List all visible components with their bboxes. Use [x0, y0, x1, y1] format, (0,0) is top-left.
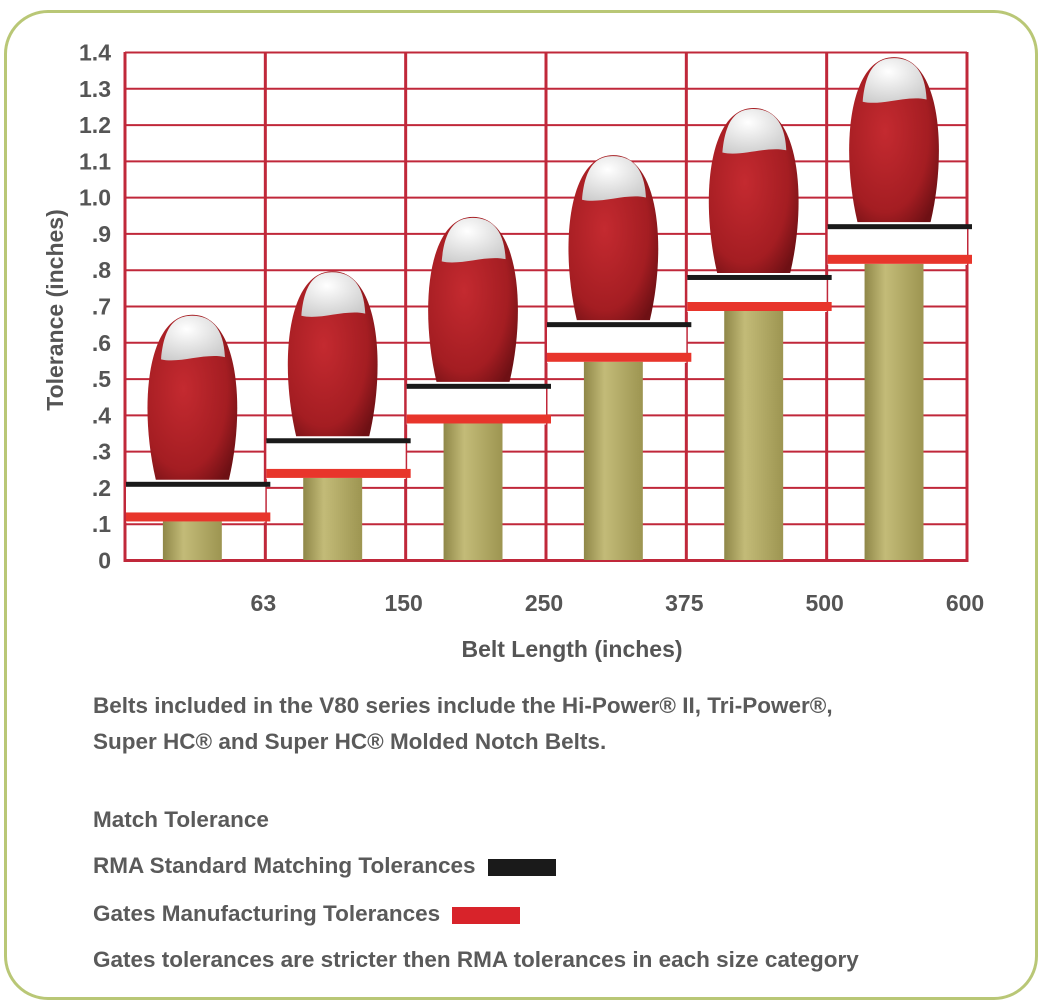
- x-axis-label: Belt Length (inches): [461, 636, 682, 662]
- match-tolerance-text: Match Tolerance: [93, 807, 269, 832]
- gates-tolerance-line: [547, 352, 692, 362]
- chart-notes: Belts included in the V80 series include…: [93, 688, 1023, 972]
- gates-tolerance-line: [126, 512, 271, 522]
- series-description: Belts included in the V80 series include…: [93, 688, 1023, 760]
- belt-bulb-tip: [441, 217, 506, 263]
- legend-gates-swatch: [452, 906, 521, 924]
- y-tick-label: .8: [92, 257, 111, 283]
- y-tick-label: 1.2: [79, 112, 111, 138]
- gates-tolerance-line: [827, 254, 972, 264]
- description-line-2: Super HC® and Super HC® Molded Notch Bel…: [93, 729, 607, 754]
- rma-tolerance-line: [406, 383, 551, 389]
- legend-rma: RMA Standard Matching Tolerances: [93, 851, 556, 881]
- belt-bulb-tip: [582, 156, 646, 201]
- y-tick-label: .2: [92, 475, 111, 501]
- match-tolerance-heading: Match Tolerance: [93, 805, 269, 835]
- legend-rma-swatch: [487, 858, 556, 876]
- belt-pillar: [583, 361, 643, 560]
- belt-bar: [126, 314, 271, 560]
- footnote-text: Gates tolerances are stricter then RMA t…: [93, 947, 859, 972]
- y-axis-label: Tolerance (inches): [42, 209, 68, 411]
- belt-bar: [687, 107, 832, 560]
- rma-tolerance-line: [126, 481, 271, 487]
- belt-bar: [266, 271, 411, 560]
- belt-bulb-tip: [161, 315, 225, 361]
- rma-tolerance-line: [687, 274, 832, 280]
- y-tick-label: .1: [92, 511, 111, 537]
- gates-tolerance-line: [406, 414, 551, 424]
- y-tick-label: 1.3: [79, 76, 111, 102]
- legend-gates-label: Gates Manufacturing Tolerances: [93, 901, 441, 926]
- belt-bar: [547, 155, 692, 560]
- belt-pillar: [864, 263, 924, 560]
- belt-pillar: [443, 423, 503, 560]
- rma-tolerance-line: [547, 322, 692, 328]
- belt-bulb-tip: [301, 272, 366, 317]
- y-tick-label: .5: [92, 366, 111, 392]
- x-tick-label: 600: [946, 590, 984, 616]
- y-tick-label: 1.0: [79, 185, 111, 211]
- y-tick-label: .6: [92, 330, 111, 356]
- footnote: Gates tolerances are stricter then RMA t…: [93, 945, 859, 975]
- legend-gates: Gates Manufacturing Tolerances: [93, 899, 521, 929]
- legend-rma-label: RMA Standard Matching Tolerances: [93, 853, 476, 878]
- rma-tolerance-line: [266, 438, 411, 444]
- belt-bar: [406, 216, 551, 560]
- gates-tolerance-line: [266, 468, 411, 478]
- gates-tolerance-line: [687, 302, 832, 311]
- description-line-1: Belts included in the V80 series include…: [93, 693, 833, 718]
- belt-pillar: [724, 311, 784, 560]
- y-tick-label: .3: [92, 439, 111, 465]
- belt-bulb-tip: [722, 108, 787, 154]
- belt-pillar: [162, 521, 222, 560]
- y-tick-label: 1.4: [79, 40, 111, 66]
- y-tick-label: 1.1: [79, 148, 111, 174]
- y-tick-label: 0: [98, 548, 111, 574]
- rma-tolerance-line: [827, 224, 972, 230]
- belt-bulb-tip: [862, 58, 927, 103]
- x-tick-label: 250: [525, 590, 563, 616]
- x-tick-label: 150: [384, 590, 422, 616]
- y-tick-label: .4: [92, 402, 111, 428]
- x-tick-label: 500: [805, 590, 843, 616]
- belt-pillar: [303, 477, 363, 560]
- x-tick-label: 63: [251, 590, 277, 616]
- y-tick-label: .9: [92, 221, 111, 247]
- tolerance-chart: 0 .1 .2 .3 .4 .5 .6 .7 .8 .9 1.0 1.1 1.2 1.3 1.4 63 150 2…: [42, 40, 984, 663]
- y-tick-label: .7: [92, 294, 111, 320]
- belt-bar: [827, 57, 972, 560]
- x-tick-label: 375: [665, 590, 704, 616]
